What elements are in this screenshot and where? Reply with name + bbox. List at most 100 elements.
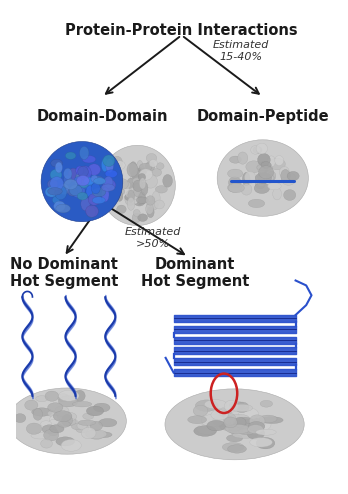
Ellipse shape: [243, 418, 265, 430]
Ellipse shape: [211, 410, 228, 420]
Ellipse shape: [86, 186, 94, 197]
Ellipse shape: [123, 181, 130, 189]
Ellipse shape: [125, 193, 137, 201]
Ellipse shape: [141, 182, 148, 195]
Ellipse shape: [115, 178, 128, 190]
Ellipse shape: [71, 423, 83, 430]
Ellipse shape: [51, 159, 63, 167]
Ellipse shape: [217, 140, 308, 216]
Ellipse shape: [259, 161, 268, 174]
Ellipse shape: [93, 432, 112, 438]
Ellipse shape: [152, 168, 161, 176]
Ellipse shape: [76, 173, 89, 181]
Ellipse shape: [259, 415, 277, 423]
Ellipse shape: [14, 413, 26, 422]
Ellipse shape: [98, 418, 117, 427]
Ellipse shape: [105, 170, 117, 178]
Ellipse shape: [229, 402, 245, 409]
Ellipse shape: [104, 176, 113, 188]
Ellipse shape: [53, 411, 72, 422]
Ellipse shape: [138, 214, 148, 221]
Ellipse shape: [238, 429, 255, 435]
Ellipse shape: [269, 158, 285, 170]
Ellipse shape: [147, 207, 154, 218]
Ellipse shape: [86, 406, 104, 416]
Ellipse shape: [254, 183, 270, 194]
Ellipse shape: [57, 394, 69, 402]
Ellipse shape: [224, 417, 237, 428]
Ellipse shape: [238, 152, 248, 164]
Ellipse shape: [268, 171, 276, 181]
Ellipse shape: [155, 186, 167, 193]
Ellipse shape: [163, 174, 173, 187]
Ellipse shape: [266, 174, 274, 181]
Ellipse shape: [261, 162, 271, 168]
Ellipse shape: [55, 186, 67, 200]
Ellipse shape: [229, 424, 241, 431]
Ellipse shape: [116, 188, 125, 195]
Ellipse shape: [194, 426, 216, 436]
Ellipse shape: [90, 421, 102, 431]
Ellipse shape: [236, 417, 253, 424]
Ellipse shape: [222, 443, 244, 452]
Ellipse shape: [48, 403, 63, 412]
Ellipse shape: [256, 165, 272, 171]
Ellipse shape: [207, 420, 226, 431]
Ellipse shape: [69, 185, 82, 196]
Ellipse shape: [134, 183, 141, 197]
Ellipse shape: [220, 424, 243, 431]
Ellipse shape: [57, 418, 78, 426]
Ellipse shape: [147, 201, 158, 210]
Ellipse shape: [58, 396, 78, 407]
Ellipse shape: [112, 156, 122, 169]
Ellipse shape: [281, 172, 296, 185]
Ellipse shape: [261, 416, 283, 423]
Ellipse shape: [41, 421, 52, 427]
Ellipse shape: [139, 169, 152, 180]
Ellipse shape: [135, 197, 145, 205]
Ellipse shape: [260, 175, 275, 181]
Ellipse shape: [56, 204, 70, 213]
Ellipse shape: [139, 173, 145, 181]
Ellipse shape: [50, 169, 62, 180]
Ellipse shape: [248, 425, 263, 434]
Ellipse shape: [77, 168, 88, 178]
Ellipse shape: [248, 421, 265, 431]
Ellipse shape: [215, 409, 232, 415]
Ellipse shape: [56, 437, 74, 446]
Ellipse shape: [127, 163, 138, 177]
Ellipse shape: [258, 172, 266, 181]
Ellipse shape: [213, 415, 235, 427]
Ellipse shape: [93, 403, 110, 412]
Ellipse shape: [149, 160, 158, 167]
Ellipse shape: [233, 417, 246, 427]
Ellipse shape: [76, 166, 84, 175]
Ellipse shape: [68, 168, 79, 182]
Ellipse shape: [256, 429, 276, 435]
Ellipse shape: [76, 170, 84, 184]
Ellipse shape: [31, 432, 50, 439]
Ellipse shape: [103, 179, 116, 191]
Text: Domain-Domain: Domain-Domain: [36, 109, 168, 124]
Ellipse shape: [45, 391, 59, 401]
Ellipse shape: [50, 424, 64, 433]
Ellipse shape: [86, 430, 107, 439]
Ellipse shape: [165, 389, 304, 460]
Ellipse shape: [55, 162, 62, 173]
Ellipse shape: [64, 168, 72, 179]
Ellipse shape: [79, 166, 92, 180]
Ellipse shape: [128, 190, 134, 203]
Ellipse shape: [279, 166, 290, 178]
Ellipse shape: [91, 183, 100, 194]
Ellipse shape: [77, 192, 88, 200]
Ellipse shape: [228, 445, 246, 453]
Text: No Dominant
Hot Segment: No Dominant Hot Segment: [10, 257, 118, 289]
Ellipse shape: [79, 177, 93, 189]
Ellipse shape: [52, 196, 60, 204]
Ellipse shape: [140, 178, 146, 189]
Ellipse shape: [44, 429, 59, 441]
Ellipse shape: [137, 161, 143, 173]
Ellipse shape: [136, 197, 148, 204]
Ellipse shape: [72, 402, 92, 407]
Ellipse shape: [243, 172, 250, 186]
